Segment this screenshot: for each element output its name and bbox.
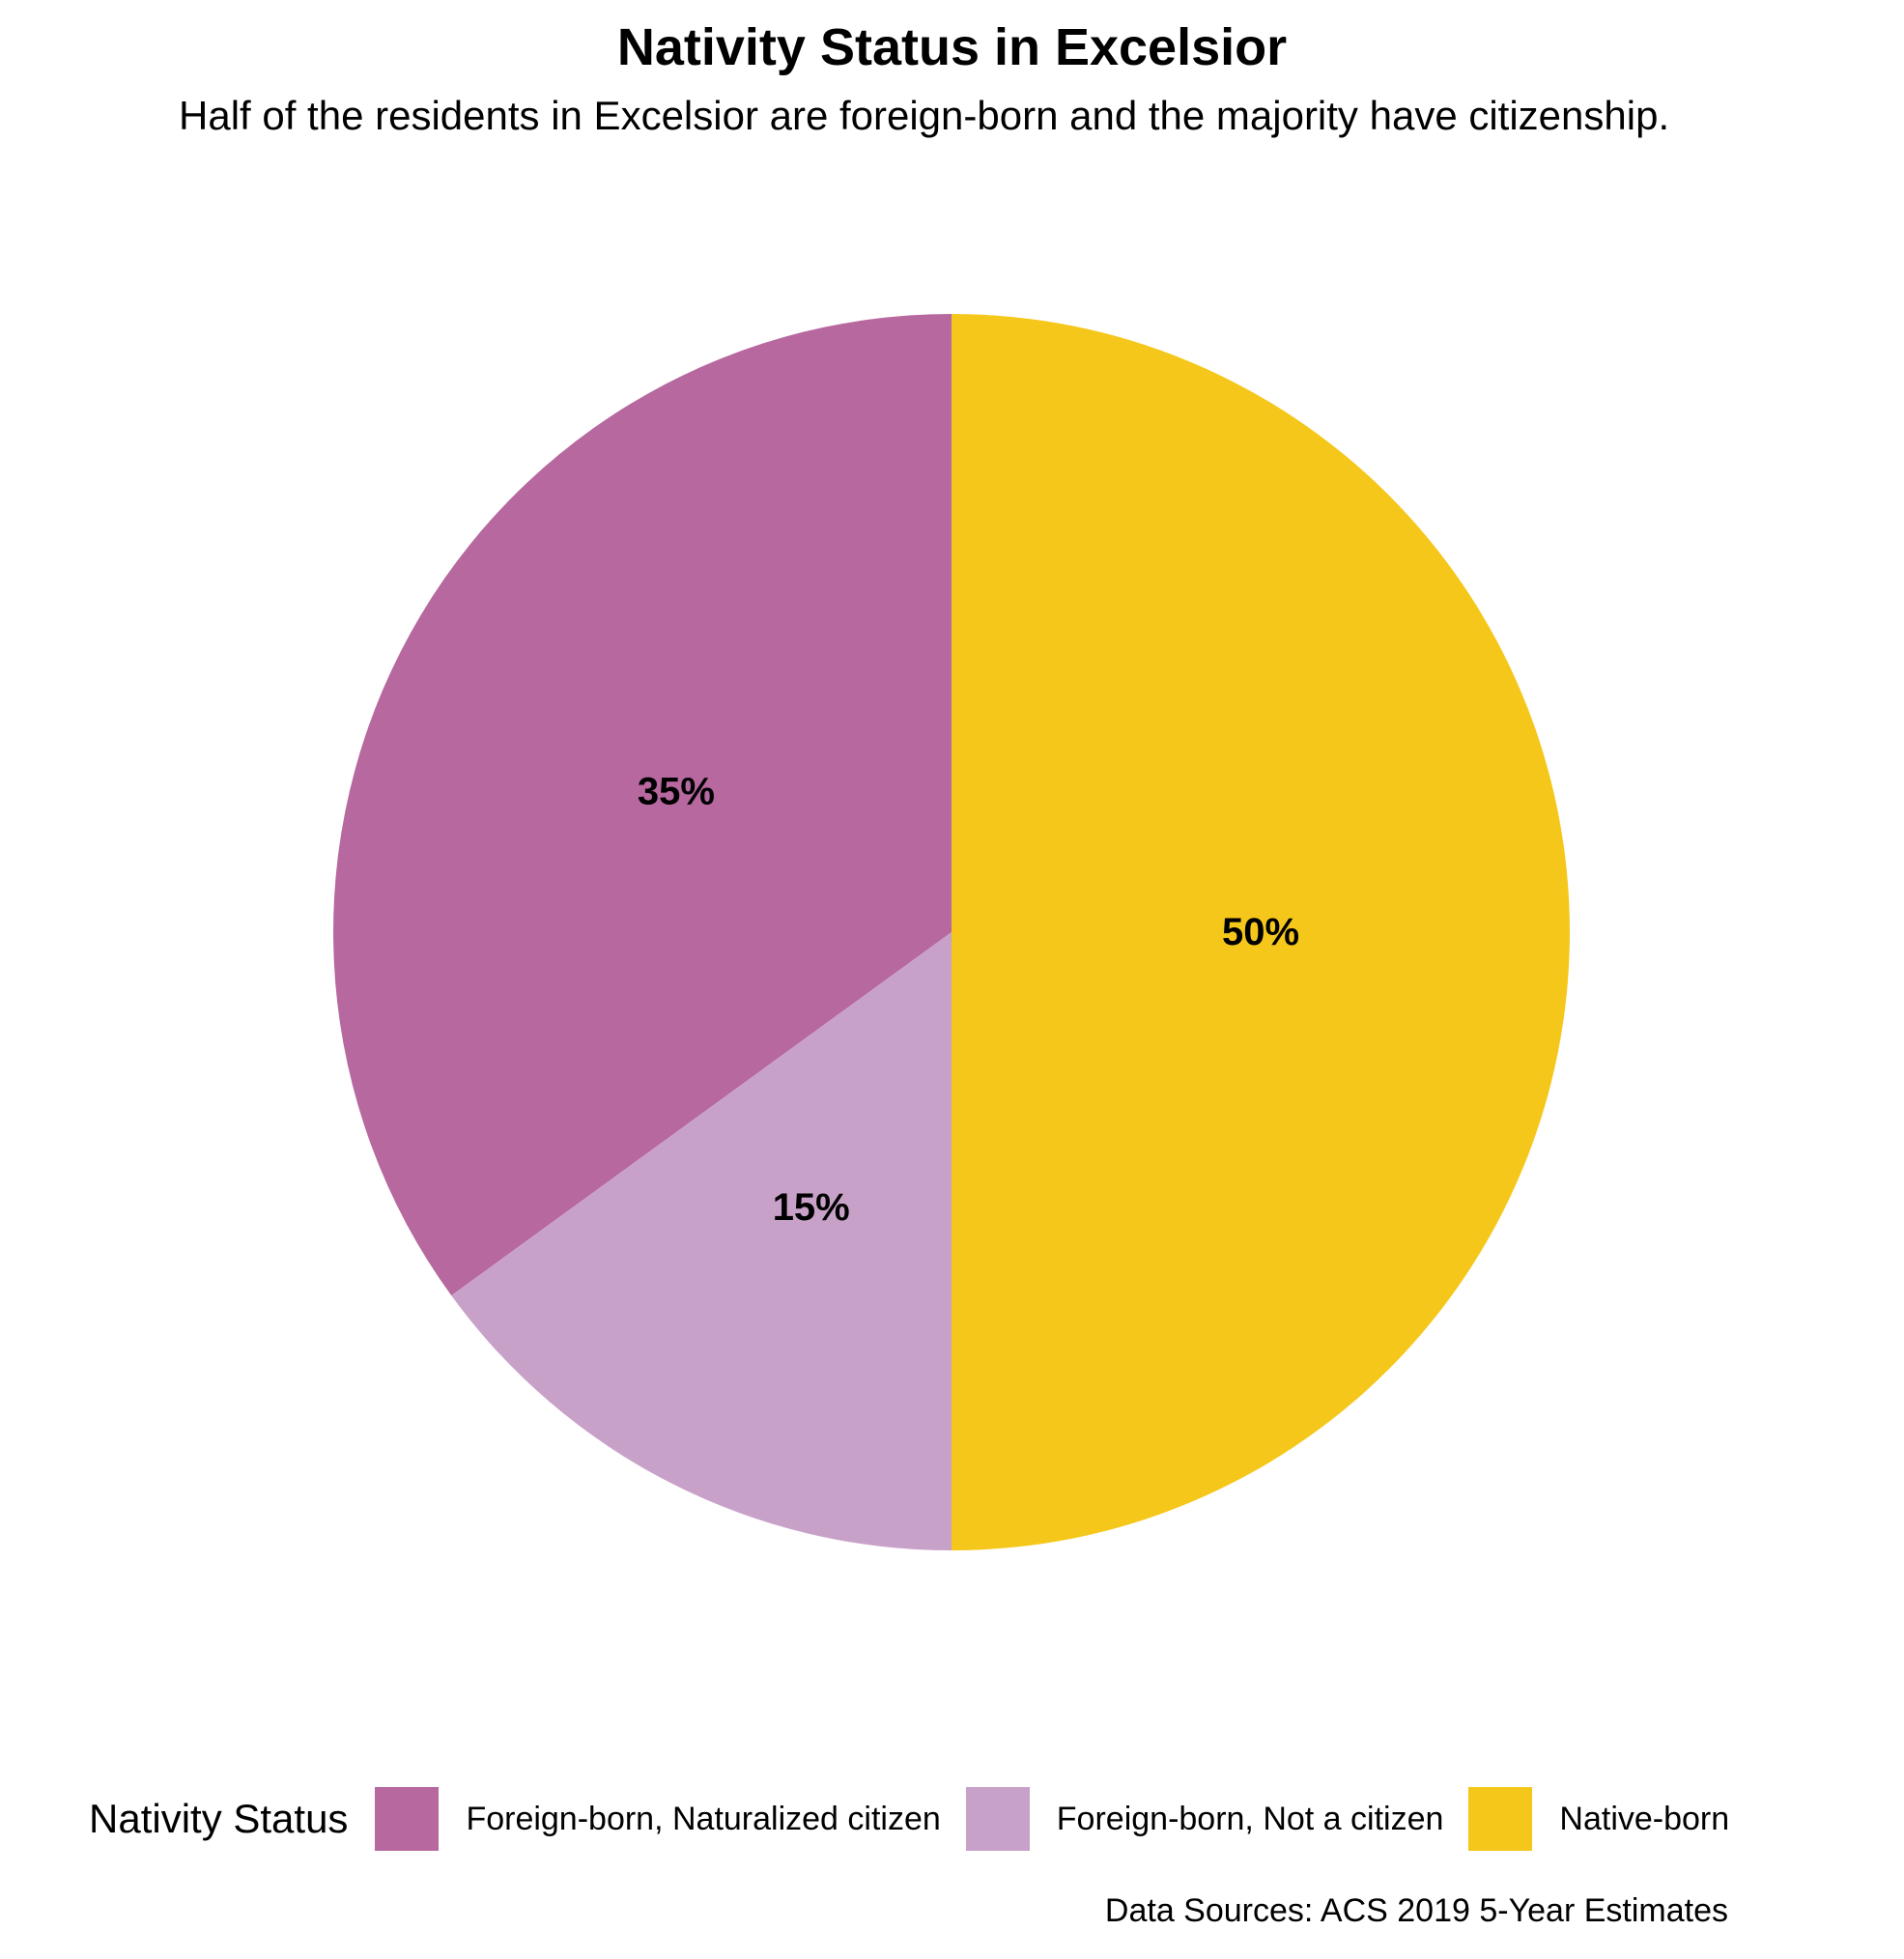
slice-label-native-born: 50% — [1222, 911, 1299, 953]
legend-swatch-native-born — [1468, 1787, 1533, 1851]
legend-item-not-citizen: Foreign-born, Not a citizen — [965, 1787, 1444, 1851]
slice-native-born — [952, 314, 1570, 1550]
legend-item-naturalized: Foreign-born, Naturalized citizen — [375, 1787, 941, 1851]
slice-naturalized — [332, 314, 952, 1296]
chart-subtitle: Half of the residents in Excelsior are f… — [179, 93, 1670, 138]
legend-swatch-not-citizen — [965, 1787, 1030, 1851]
legend-label-not-citizen: Foreign-born, Not a citizen — [1056, 1800, 1444, 1837]
data-source-caption: Data Sources: ACS 2019 5-Year Estimates — [1104, 1892, 1728, 1929]
legend-title: Nativity Status — [89, 1796, 349, 1841]
legend: Nativity Status Foreign-born, Naturalize… — [89, 1785, 1754, 1853]
chart-title: Nativity Status in Excelsior — [616, 18, 1288, 76]
legend-swatch-naturalized — [375, 1787, 440, 1851]
slice-not-citizen — [451, 932, 952, 1550]
pie-chart: 35% 15% 50% — [332, 314, 1570, 1550]
slice-label-naturalized: 35% — [638, 771, 715, 813]
legend-label-native-born: Native-born — [1559, 1800, 1730, 1837]
legend-label-naturalized: Foreign-born, Naturalized citizen — [466, 1800, 941, 1837]
legend-item-native-born: Native-born — [1468, 1787, 1729, 1851]
slice-label-not-citizen: 15% — [773, 1186, 850, 1229]
